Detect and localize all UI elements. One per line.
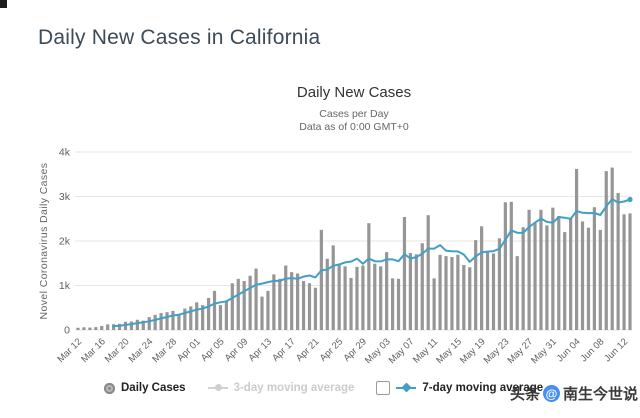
corner-artifact (0, 0, 7, 8)
svg-text:Apr 21: Apr 21 (294, 336, 322, 364)
svg-text:Mar 12: Mar 12 (55, 336, 84, 365)
chart-title: Daily New Cases (296, 84, 412, 101)
svg-text:3k: 3k (59, 191, 71, 203)
chart-subtitle-line1: Cases per Day (319, 108, 389, 120)
7day-average-line (112, 198, 631, 328)
y-axis-labels: 0 1k 2k 3k 4k (59, 147, 71, 337)
legend-daily-cases[interactable]: Daily Cases (104, 382, 186, 394)
legend-3day-average[interactable]: 3-day moving average (207, 382, 355, 394)
svg-text:Mar 28: Mar 28 (150, 336, 179, 365)
3day-average-marker-icon (207, 384, 228, 391)
svg-text:4k: 4k (59, 147, 71, 159)
legend-3day-average-label: 3-day moving average (233, 382, 355, 394)
7day-average-checkbox[interactable] (376, 381, 391, 395)
svg-text:May 19: May 19 (458, 336, 488, 366)
svg-text:Jun 12: Jun 12 (602, 336, 630, 364)
chart-legend: Daily Cases 3-day moving average 7-day m… (104, 381, 543, 395)
plot-svg[interactable]: 0 1k 2k 3k 4k Novel Coronavirus Daily Cases Ma… (0, 142, 640, 382)
svg-text:Mar 20: Mar 20 (103, 336, 132, 365)
watermark-name: 南生今世说 (562, 386, 638, 403)
svg-text:2k: 2k (59, 236, 71, 248)
svg-text:May 23: May 23 (482, 336, 512, 366)
svg-text:1k: 1k (59, 280, 71, 292)
svg-text:Jun 08: Jun 08 (578, 336, 606, 364)
svg-text:May 27: May 27 (505, 336, 535, 366)
svg-text:May 31: May 31 (529, 336, 559, 366)
svg-text:0: 0 (64, 325, 70, 337)
watermark: 头条 @ 南生今世说 (510, 383, 638, 404)
daily-cases-marker-icon (104, 382, 115, 394)
svg-text:Mar 24: Mar 24 (127, 336, 156, 365)
legend-7day-average[interactable]: 7-day moving average (376, 381, 543, 395)
watermark-prefix: 头条 (509, 386, 540, 403)
svg-text:Apr 25: Apr 25 (318, 336, 346, 364)
toutiao-at-icon: @ (542, 385, 560, 402)
7day-average-marker-icon (396, 382, 417, 393)
svg-text:May 15: May 15 (434, 336, 464, 366)
svg-text:Apr 09: Apr 09 (223, 336, 251, 364)
svg-text:Apr 17: Apr 17 (270, 336, 298, 364)
legend-7day-average-label: 7-day moving average (422, 382, 544, 394)
page-title: Daily New Cases in California (38, 26, 321, 49)
svg-text:Jun 04: Jun 04 (555, 336, 583, 364)
legend-daily-cases-label: Daily Cases (121, 382, 186, 394)
svg-text:Mar 16: Mar 16 (79, 336, 108, 365)
svg-text:May 03: May 03 (363, 336, 393, 366)
daily-cases-bars (76, 167, 632, 330)
7day-average-end-marker (627, 196, 633, 203)
svg-text:May 07: May 07 (387, 336, 417, 366)
svg-text:Apr 05: Apr 05 (199, 336, 227, 364)
chart-subtitle-line2: Data as of 0:00 GMT+0 (299, 121, 409, 133)
y-gridlines (75, 151, 632, 331)
y-axis-title: Novel Coronavirus Daily Cases (38, 163, 50, 320)
svg-text:Apr 13: Apr 13 (246, 336, 274, 364)
svg-text:Apr 01: Apr 01 (175, 336, 203, 364)
